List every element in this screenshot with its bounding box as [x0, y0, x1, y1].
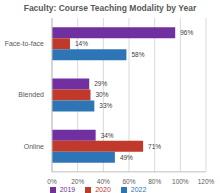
svg-text:71%: 71% [148, 143, 161, 150]
svg-text:33%: 33% [99, 102, 112, 109]
html-text:Faculty: Course Teaching Modal: Faculty: Course Teaching Modality by Yea… [23, 3, 197, 13]
svg-text:Online: Online [24, 143, 44, 150]
svg-text:Blended: Blended [18, 91, 44, 98]
svg-text:14%: 14% [75, 40, 88, 47]
svg-text:120%: 120% [198, 178, 212, 185]
html-text:2020: 2020 [95, 185, 111, 193]
svg-text:20%: 20% [71, 178, 84, 185]
svg-text:Face-to-face: Face-to-face [8, 40, 44, 47]
svg-text:80%: 80% [148, 178, 161, 185]
html-text:2019: 2019 [59, 185, 76, 193]
svg-text:0%: 0% [47, 178, 57, 185]
svg-text:30%: 30% [96, 91, 109, 98]
svg-text:34%: 34% [101, 132, 114, 139]
svg-text:96%: 96% [180, 29, 193, 36]
svg-text:100%: 100% [172, 178, 189, 185]
svg-text:29%: 29% [94, 80, 107, 87]
svg-text:40%: 40% [97, 178, 110, 185]
svg-text:58%: 58% [131, 51, 144, 58]
html-text:2022: 2022 [130, 185, 147, 193]
svg-text:60%: 60% [122, 178, 135, 185]
svg-text:49%: 49% [120, 154, 133, 161]
